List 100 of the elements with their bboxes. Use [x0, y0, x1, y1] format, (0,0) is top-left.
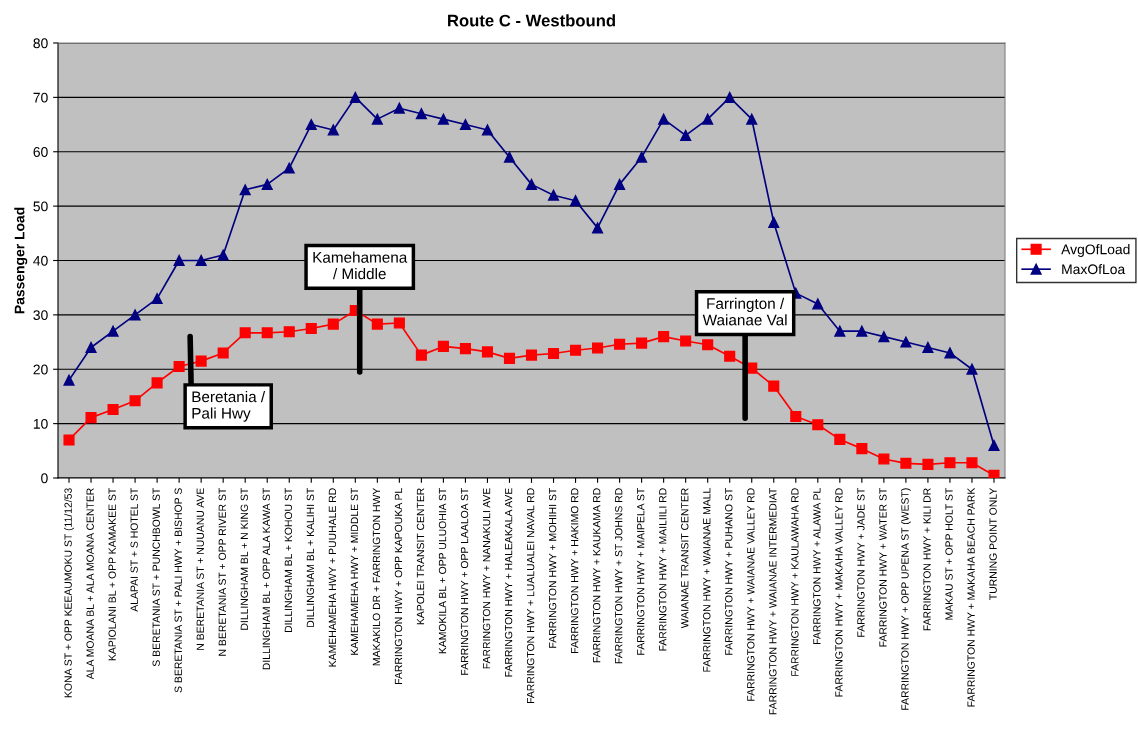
y-tick-label: 20	[33, 364, 48, 375]
point	[195, 355, 207, 367]
x-tick-label: FARRINGTON HWY + LUALUALEI NAVAL RD	[526, 488, 535, 704]
point	[195, 254, 207, 267]
x-tick-label: FARRINGTON HWY + OPP UPENA ST (WEST)	[901, 488, 911, 710]
point	[283, 326, 295, 338]
point	[327, 318, 339, 330]
x-tick-label: FARRINGTON HWY + WAIANAE VALLEY RD	[747, 488, 755, 701]
point	[966, 363, 978, 375]
x-tick-label: FARRINGTON HWY + MAKAHA BEACH PARK	[967, 487, 975, 707]
point	[944, 347, 956, 359]
x-tick-label: FARRINGTON HWY + PUHANO ST	[725, 487, 733, 655]
point	[437, 113, 449, 125]
x-tick-label: DILLINGHAM BL + KALIHI ST	[306, 487, 315, 627]
point	[371, 113, 383, 125]
y-tick-label: 10	[33, 418, 48, 429]
x-tick-label: FARRINGTON HWY + HAKIMO RD	[570, 488, 579, 653]
x-tick-label: ALAPAI ST + S HOTEL ST	[130, 487, 138, 612]
x-tick-label: KAMOKILA BL + OPP ULUOHIA ST	[438, 487, 447, 654]
point	[592, 222, 604, 234]
point	[63, 434, 75, 446]
point	[812, 419, 824, 431]
point	[151, 377, 163, 389]
point	[547, 189, 560, 201]
point	[437, 340, 449, 352]
point	[525, 349, 538, 361]
x-tick-label: FARRINGTON HWY + ALAWA PL	[813, 488, 821, 645]
point	[702, 113, 714, 125]
point	[658, 331, 670, 343]
x-tick-label: FARRINGTON HWY + ST JOHNS RD	[615, 488, 623, 664]
point	[481, 124, 494, 136]
x-tick-label: KAMEHAMEHA HWY + PUUHALE RD	[328, 488, 337, 667]
y-tick-label: 70	[33, 92, 48, 103]
point	[569, 344, 582, 356]
annotation: Farrington / Waianae Val	[702, 297, 787, 326]
point	[393, 317, 405, 329]
x-tick-label: FARRINGTON HWY + WAIANAE INTERMEDIAT	[769, 487, 777, 715]
x-tick-label: KAPOLEI TRANSIT CENTER	[416, 488, 425, 625]
x-tick-label: S BERETANIA ST + PALI HWY + BISHOP S	[174, 488, 182, 693]
point	[305, 119, 317, 131]
point	[415, 108, 427, 120]
y-tick-label: 40	[33, 255, 48, 266]
x-tick-label: WAIANAE TRANSIT CENTER	[681, 488, 689, 629]
point	[261, 327, 273, 339]
x-tick-label: FARRINGTON HWY + WAIANAE MALL	[703, 488, 711, 672]
point	[261, 178, 273, 190]
point	[768, 380, 780, 392]
point	[151, 293, 163, 305]
x-tick-label: FARRINGTON HWY + HALEAKALA AVE	[504, 488, 513, 677]
point	[680, 129, 692, 141]
x-tick-label: KAPIOLANI BL + OPP KAMAKEE ST	[108, 487, 116, 661]
point	[129, 395, 141, 407]
legend-label: AvgOfLoad	[1061, 244, 1130, 258]
point	[503, 352, 516, 364]
point	[415, 349, 427, 361]
point	[305, 322, 317, 335]
point	[900, 457, 912, 469]
x-tick-label: FARRINGTON HWY + NANAKULI AVE	[482, 488, 491, 669]
point	[173, 360, 185, 373]
point	[239, 327, 251, 339]
point	[85, 412, 97, 424]
point	[107, 403, 119, 416]
x-tick-label: KONA ST + OPP KEEAUMOKU ST (11/12/53	[64, 488, 74, 698]
point	[173, 254, 185, 267]
point	[327, 124, 339, 136]
x-tick-label: DILLINGHAM BL + KOHOU ST	[284, 487, 293, 633]
x-tick-label: FARRINGTON HWY + KAULAWAHA RD	[791, 488, 799, 676]
point	[856, 443, 868, 455]
point	[922, 341, 934, 354]
point	[481, 346, 494, 358]
x-tick-label: S BERETANIA ST + PUNCHBOWL ST	[152, 487, 160, 667]
point	[614, 338, 626, 350]
point	[547, 347, 560, 360]
y-tick-label: 80	[33, 38, 48, 49]
x-tick-label: ALA MOANA BL + ALA MOANA CENTER	[86, 488, 94, 680]
y-axis-title: Passenger Load	[14, 207, 28, 314]
point	[856, 325, 868, 337]
y-tick-label: 50	[33, 201, 48, 212]
x-tick-label: N BERETANIA ST + OPP RIVER ST	[218, 487, 226, 656]
x-tick-label: FARRINGTON HWY + WATER ST	[879, 487, 887, 647]
x-tick-label: FARRINGTON HWY + JADE ST	[857, 487, 865, 637]
point	[217, 347, 229, 359]
point	[636, 337, 648, 349]
point	[636, 151, 648, 163]
x-tick-label: FARRINGTON HWY + MOHIHI ST	[548, 487, 557, 648]
point	[283, 162, 295, 174]
annotation: Kamehamena / Middle	[313, 251, 408, 280]
point	[85, 341, 97, 354]
x-tick-label: MAKAKILO DR + FARRINGTON HWY	[372, 487, 381, 666]
point	[988, 439, 1000, 451]
x-tick-label: FARRINGTON HWY + OPP KAPOUKA PL	[394, 488, 403, 684]
x-tick-label: FARRINGTON HWY + MAILIILI RD	[659, 488, 667, 651]
point	[878, 453, 890, 465]
point	[614, 178, 626, 190]
y-tick-label: 30	[33, 310, 48, 321]
point	[878, 331, 890, 343]
point	[592, 342, 604, 354]
point	[724, 91, 736, 103]
x-tick-label: DILLINGHAM BL + N KING ST	[240, 487, 248, 630]
point	[129, 309, 141, 321]
